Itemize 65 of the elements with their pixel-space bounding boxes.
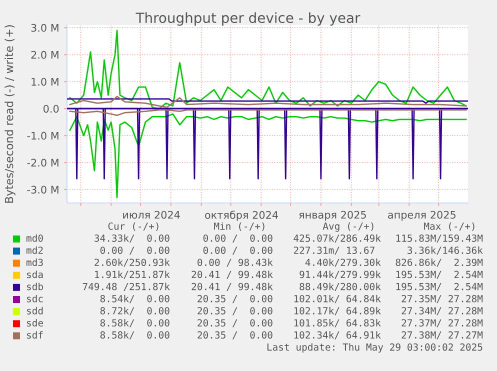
legend-label: sdf [27, 331, 43, 339]
text: 227.31m/ 13.67 [294, 246, 374, 255]
text: Cur (-/+) [108, 222, 158, 231]
x-tick-label: января 2025 [299, 210, 366, 221]
text: 195.53M/ 2.54M [396, 270, 483, 279]
y-tick-label: 2.0 M [31, 50, 58, 59]
text: Avg (-/+) [322, 222, 374, 232]
text: Min (-/+) [214, 222, 264, 231]
y-tick-label: -1.0 M [27, 132, 58, 140]
text: 34.33k/ 0.00 [94, 234, 170, 243]
legend-label: sdc [27, 294, 43, 302]
text: 20.35 / 0.00 [198, 319, 272, 328]
y-tick-label: 3.0 M [31, 24, 58, 32]
text: 102.01k/ 64.84k [294, 294, 381, 304]
text: 91.44k/279.99k [300, 270, 381, 279]
text: 826.86k/ 2.39M [396, 258, 483, 267]
legend-label: sde [27, 319, 43, 327]
text: 101.85k/ 64.83k [294, 319, 381, 328]
legend-label: sdd [27, 306, 43, 314]
x-tick-label: июля 2024 [123, 210, 180, 219]
legend-label: sdb [27, 282, 43, 290]
text: 27.35M/ 27.28M [402, 294, 483, 304]
text: 8.72k/ 0.00 [100, 306, 170, 316]
text: 0.00 / 98.43k [198, 258, 273, 267]
text: 27.38M/ 27.27M [402, 331, 483, 340]
text: 8.58k/ 0.00 [100, 319, 170, 328]
text: 425.07k/286.49k [294, 234, 381, 243]
text: 195.53M/ 2.54M [396, 282, 483, 292]
line-series [69, 113, 467, 198]
line-series [69, 30, 467, 110]
text: Last update: Thu May 29 03:00:02 2025 [267, 343, 482, 353]
chart-title: Throughput per device - by year [136, 12, 360, 26]
text: 102.34k/ 64.91k [294, 331, 381, 340]
text: 0.00 / 0.00 [203, 246, 272, 255]
text: 749.48 /251.87k [82, 282, 170, 292]
text: 88.49k/280.00k [300, 282, 381, 292]
y-tick-label: -3.0 M [27, 186, 58, 194]
text: 20.35 / 0.00 [198, 307, 272, 316]
text: 3.36k/146.36k [408, 246, 483, 255]
text: 1.91k/251.87k [95, 270, 170, 279]
text: 8.58k/ 0.00 [100, 331, 170, 340]
legend-label: md3 [26, 258, 43, 266]
legend-label: sda [27, 270, 43, 278]
text: 4.40k/279.30k [305, 258, 381, 267]
legend-label: md2 [26, 246, 43, 254]
y-axis-title: Bytes/second read (-) / write (+) [4, 25, 16, 203]
text: 8.54k/ 0.00 [100, 294, 170, 304]
text: 20.41 / 99.48k [192, 270, 273, 279]
text: 0.00 / 0.00 [203, 234, 272, 243]
y-tick-label: 1.0 M [32, 78, 58, 86]
legend-label: md0 [26, 234, 43, 242]
text: 102.17k/ 64.89k [294, 306, 381, 316]
text: 27.34M/ 27.28M [402, 307, 483, 316]
y-tick-label: -2.0 M [27, 158, 58, 167]
y-tick-label: 0.0 [43, 104, 59, 113]
text: 20.35 / 0.00 [198, 294, 272, 304]
text: 115.83M/159.43M [396, 234, 483, 243]
x-tick-label: апреля 2025 [388, 210, 456, 221]
text: 27.37M/ 27.28M [402, 319, 483, 328]
text: 20.41 / 99.48k [192, 282, 273, 292]
text: 0.00 / 0.00 [100, 246, 170, 255]
text: 2.60k/250.93k [94, 258, 170, 267]
text: 20.35 / 0.00 [198, 331, 272, 340]
text: Max (-/+) [424, 222, 474, 231]
x-tick-label: октября 2024 [205, 210, 278, 221]
